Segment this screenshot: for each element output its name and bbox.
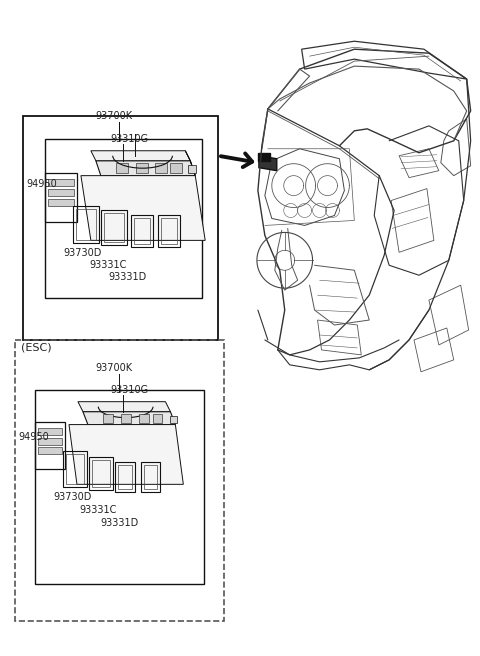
Polygon shape: [136, 163, 147, 173]
Bar: [101, 211, 127, 245]
Polygon shape: [139, 414, 148, 422]
Bar: [66, 455, 84, 484]
Polygon shape: [170, 163, 182, 173]
Text: 93331C: 93331C: [79, 505, 116, 515]
Text: 93331D: 93331D: [101, 518, 139, 528]
Text: 93331C: 93331C: [89, 260, 126, 270]
Bar: [38, 447, 62, 455]
Polygon shape: [116, 163, 128, 173]
Bar: [144, 465, 157, 489]
Polygon shape: [103, 414, 113, 422]
Bar: [35, 390, 204, 584]
Polygon shape: [153, 414, 162, 422]
Polygon shape: [185, 151, 195, 176]
Polygon shape: [120, 414, 131, 422]
Bar: [188, 165, 196, 173]
Bar: [141, 462, 160, 492]
Polygon shape: [96, 161, 195, 176]
Text: 93310G: 93310G: [111, 134, 149, 144]
Bar: [38, 428, 62, 434]
Bar: [63, 451, 87, 487]
Text: 93730D: 93730D: [63, 249, 101, 258]
Text: 93700K: 93700K: [96, 111, 133, 121]
Bar: [48, 188, 74, 195]
Text: 93331D: 93331D: [109, 272, 147, 282]
Text: 93310G: 93310G: [111, 385, 149, 395]
Polygon shape: [156, 163, 168, 173]
Bar: [133, 218, 150, 244]
Bar: [45, 173, 77, 222]
Bar: [118, 465, 132, 489]
Polygon shape: [259, 155, 277, 171]
Bar: [115, 462, 134, 492]
Bar: [48, 178, 74, 186]
Bar: [104, 213, 124, 242]
Text: 94950: 94950: [18, 432, 49, 441]
Text: 94950: 94950: [26, 178, 57, 189]
Bar: [73, 205, 99, 243]
FancyArrowPatch shape: [221, 154, 252, 167]
Text: 93730D: 93730D: [53, 492, 92, 502]
Bar: [170, 416, 178, 422]
Polygon shape: [69, 424, 183, 484]
Bar: [48, 199, 74, 205]
Text: 93700K: 93700K: [96, 363, 133, 373]
Bar: [258, 153, 270, 161]
Text: (ESC): (ESC): [21, 343, 52, 353]
Polygon shape: [83, 412, 175, 424]
Polygon shape: [78, 401, 170, 412]
Bar: [89, 457, 113, 490]
Polygon shape: [91, 151, 190, 161]
Bar: [23, 116, 218, 340]
Bar: [35, 422, 65, 470]
Bar: [131, 215, 153, 247]
Bar: [15, 340, 224, 621]
Bar: [158, 215, 180, 247]
Bar: [92, 461, 110, 487]
Polygon shape: [81, 176, 205, 240]
Bar: [161, 218, 178, 244]
Bar: [38, 438, 62, 445]
Bar: [45, 139, 202, 298]
Bar: [76, 209, 96, 240]
